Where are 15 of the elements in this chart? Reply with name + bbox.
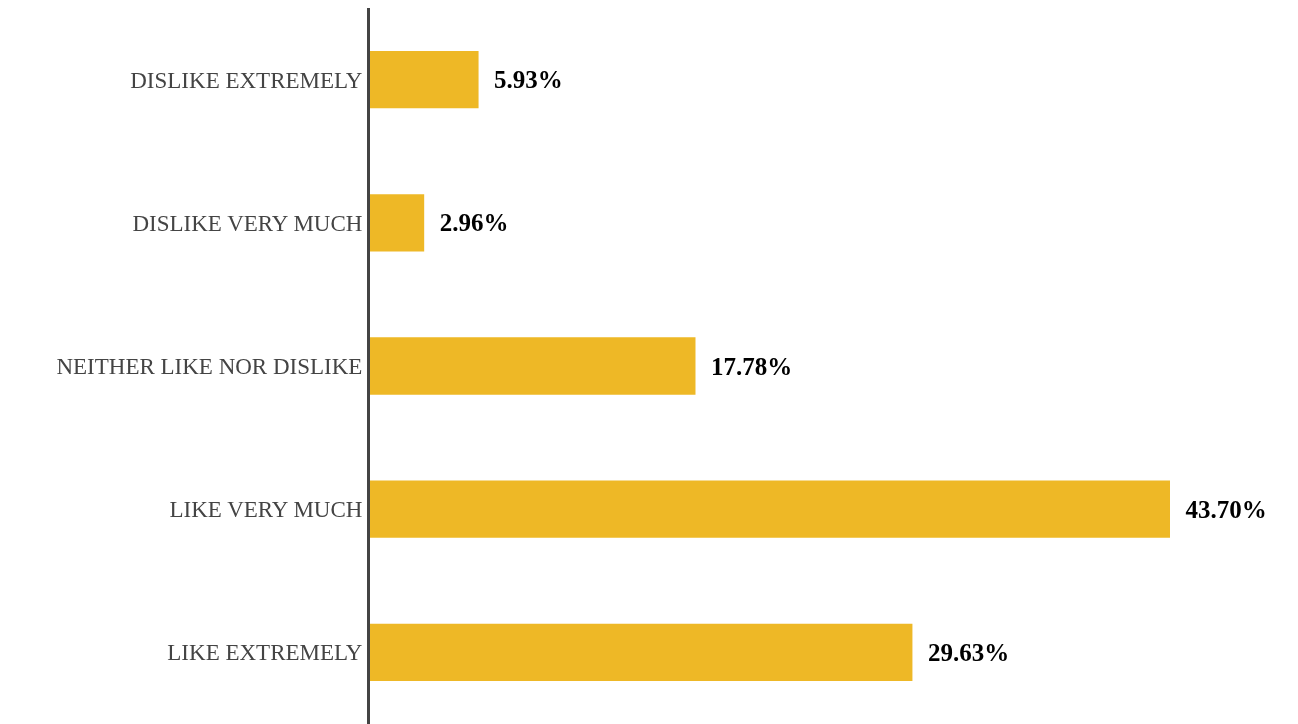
y-tick-label: NEITHER LIKE NOR DISLIKE xyxy=(56,354,363,380)
data-label: 43.70% xyxy=(1185,495,1267,523)
bar xyxy=(370,623,913,682)
data-label: 2.96% xyxy=(439,209,509,237)
data-label: 5.93% xyxy=(494,66,563,94)
bar xyxy=(370,337,696,395)
bar xyxy=(370,50,479,109)
data-label: 29.63% xyxy=(927,638,1010,666)
bar xyxy=(370,194,425,252)
y-tick-label: LIKE VERY MUCH xyxy=(169,497,363,523)
data-label: 17.78% xyxy=(710,352,793,380)
y-tick-label: DISLIKE VERY MUCH xyxy=(132,210,363,236)
y-tick-label: LIKE EXTREMELY xyxy=(167,640,363,666)
bar xyxy=(370,480,1170,538)
y-tick-label: DISLIKE EXTREMELY xyxy=(130,67,363,93)
